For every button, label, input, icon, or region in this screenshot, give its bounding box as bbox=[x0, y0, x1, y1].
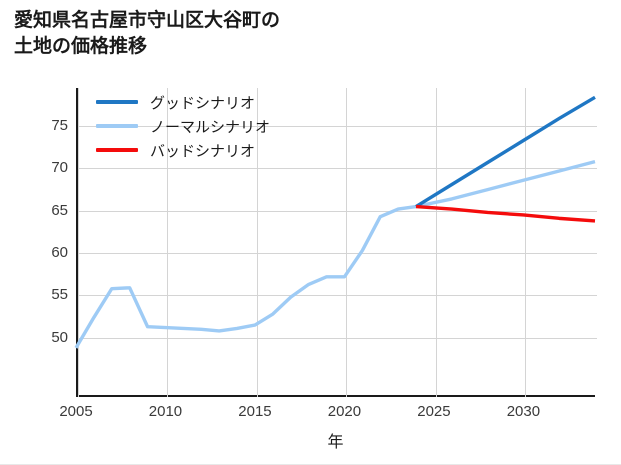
legend-item[interactable]: グッドシナリオ bbox=[96, 90, 270, 114]
gridline-vertical bbox=[78, 88, 79, 397]
gridline-horizontal bbox=[78, 210, 597, 212]
legend-label: バッドシナリオ bbox=[150, 142, 256, 160]
gridline-vertical bbox=[435, 88, 437, 397]
legend-item[interactable]: バッドシナリオ bbox=[96, 138, 270, 162]
legend-item[interactable]: ノーマルシナリオ bbox=[96, 114, 270, 138]
y-tick-label: 70 bbox=[51, 159, 68, 177]
x-tick-label: 2020 bbox=[327, 403, 362, 420]
legend-swatch-icon bbox=[96, 148, 138, 152]
x-tick-label: 2025 bbox=[417, 403, 451, 420]
page-title: 愛知県名古屋市守山区大谷町の 土地の価格推移 bbox=[14, 10, 281, 57]
gridline-horizontal bbox=[78, 168, 597, 170]
gridline-vertical bbox=[346, 88, 348, 397]
legend-swatch-icon bbox=[96, 100, 138, 104]
x-axis-label: 年 bbox=[327, 434, 344, 451]
x-tick-label: 2015 bbox=[238, 403, 272, 420]
x-tick-label: 2010 bbox=[148, 403, 183, 420]
x-tick-label: 2030 bbox=[506, 403, 541, 420]
gridline-horizontal bbox=[78, 337, 597, 339]
y-tick-label: 65 bbox=[51, 201, 68, 219]
gridline-vertical bbox=[525, 88, 527, 397]
legend: グッドシナリオ ノーマルシナリオ バッドシナリオ bbox=[96, 90, 270, 162]
y-tick-label: 50 bbox=[51, 328, 68, 346]
x-tick-label: 2005 bbox=[59, 403, 93, 420]
legend-label: グッドシナリオ bbox=[150, 94, 256, 112]
legend-swatch-icon bbox=[96, 124, 138, 128]
y-tick-label: 75 bbox=[51, 117, 68, 135]
gridline-horizontal bbox=[78, 126, 597, 128]
y-tick-label: 55 bbox=[51, 286, 68, 304]
gridline-horizontal bbox=[78, 253, 597, 255]
legend-label: ノーマルシナリオ bbox=[150, 118, 271, 136]
y-tick-label: 60 bbox=[51, 244, 68, 262]
gridline-horizontal bbox=[78, 295, 597, 297]
